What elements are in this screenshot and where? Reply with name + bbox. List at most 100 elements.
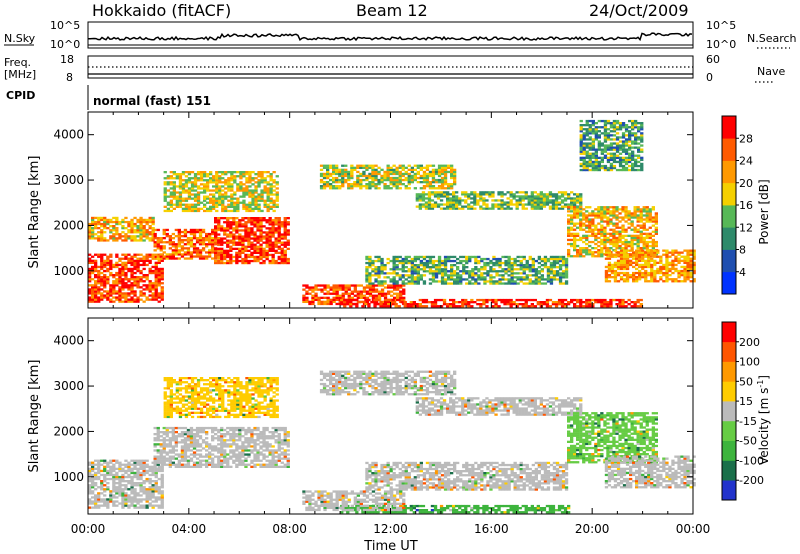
data-cell [130,278,134,281]
data-cell [145,284,149,287]
data-cell [233,205,237,208]
data-cell [533,207,537,210]
data-cell [642,247,646,250]
data-cell [195,239,200,242]
data-cell [683,265,687,269]
data-cell [621,140,626,143]
data-cell [607,265,612,269]
data-cell [501,276,505,279]
data-cell [524,305,528,308]
data-cell [604,253,609,256]
data-cell [618,140,623,143]
data-cell [139,225,143,228]
data-cell [585,220,589,223]
data-cell [413,264,417,267]
data-cell [230,199,234,202]
data-cell [244,223,248,226]
data-cell [431,172,436,176]
data-cell [629,261,633,264]
data-cell [421,195,426,198]
data-cell [277,225,281,228]
data-cell [154,276,158,279]
data-cell [647,265,651,269]
data-cell [277,229,281,232]
data-cell [615,230,619,233]
data-cell [133,239,137,242]
data-cell [510,272,514,275]
data-cell [629,249,633,252]
data-cell [612,240,616,244]
data-cell [212,207,216,210]
data-cell [395,172,399,176]
data-cell [127,284,131,287]
data-cell [621,218,625,221]
data-cell [576,234,580,237]
data-cell [221,171,225,174]
data-cell [456,282,460,285]
data-cell [121,288,125,291]
data-cell [647,251,651,254]
data-cell [609,242,613,246]
data-cell [180,241,185,244]
data-cell [567,249,571,252]
data-cell [368,264,372,267]
data-cell [187,209,192,213]
data-cell [91,220,95,224]
data-cell [227,179,231,182]
colorbar-segment [722,271,736,295]
data-cell [634,160,638,164]
data-cell [160,271,164,275]
data-cell [88,225,92,228]
data-cell [124,233,128,236]
data-cell [251,197,255,200]
data-cell [130,300,134,303]
data-cell [609,218,613,221]
data-cell [641,267,645,271]
data-cell [453,282,457,285]
data-cell [618,128,623,131]
data-cell [151,282,155,285]
data-cell [650,280,654,283]
data-cell [662,253,666,256]
data-cell [235,227,239,230]
data-cell [365,284,370,287]
data-cell [368,261,372,265]
data-cell [588,253,592,256]
data-cell [668,255,672,258]
y-tick-label: 3000 [53,173,84,187]
data-cell [560,303,565,306]
data-cell [139,222,143,226]
data-cell [407,274,411,277]
data-cell [365,268,369,271]
data-cell [501,268,505,271]
data-cell [430,203,435,206]
data-cell [91,461,95,464]
data-cell [600,144,604,147]
data-cell [597,212,601,215]
data-cell [103,294,107,297]
data-cell [567,242,571,246]
data-cell [392,185,396,188]
data-cell [594,214,598,217]
data-cell [148,288,152,291]
data-cell [464,193,468,196]
data-cell [591,218,595,221]
data-cell [109,286,113,289]
data-cell [280,251,284,254]
data-cell [115,263,119,267]
data-cell [450,278,454,281]
data-cell [347,284,351,287]
data-cell [94,216,98,220]
data-cell [355,298,359,302]
data-cell [209,193,213,196]
data-cell [94,261,98,264]
data-cell [136,298,140,301]
data-cell [365,166,369,169]
data-cell [232,221,236,224]
data-cell [169,209,173,213]
data-cell [190,205,195,208]
data-cell [160,276,164,279]
data-cell [347,183,351,186]
data-cell [588,220,592,223]
data-cell [539,207,543,210]
